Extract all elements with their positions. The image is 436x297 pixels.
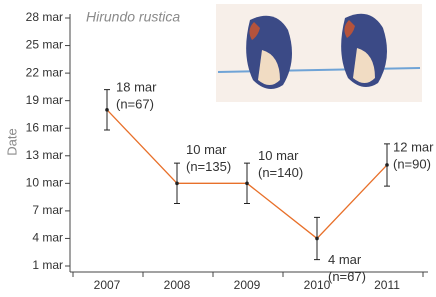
value-label: 10 mar <box>186 142 227 157</box>
value-label: 10 mar <box>258 148 299 163</box>
sample-label: (n=67) <box>328 269 366 284</box>
y-axis-label: Date <box>4 128 19 155</box>
swallow-illustration <box>216 4 422 102</box>
sample-label: (n=135) <box>186 159 231 174</box>
y-tick-label: 7 mar <box>32 203 63 217</box>
value-label: 12 mar <box>393 139 434 154</box>
data-point <box>175 182 179 186</box>
sample-label: (n=140) <box>258 165 303 180</box>
x-tick-label: 2010 <box>304 278 331 292</box>
y-tick-label: 25 mar <box>26 38 63 52</box>
data-point <box>315 237 319 241</box>
sample-label: (n=67) <box>116 96 154 111</box>
y-tick-label: 16 mar <box>26 120 63 134</box>
y-tick-label: 13 mar <box>26 148 63 162</box>
chart: Hirundo rustica Date 1 mar 4 mar 7 mar 10 m… <box>0 0 436 297</box>
x-tick-label: 2009 <box>234 278 261 292</box>
y-tick-label: 1 mar <box>32 258 63 272</box>
y-tick-label: 22 mar <box>26 65 63 79</box>
data-point <box>245 182 249 186</box>
data-point <box>385 163 389 167</box>
chart-title: Hirundo rustica <box>86 9 180 25</box>
y-tick-label: 28 mar <box>26 10 63 24</box>
x-tick-label: 2008 <box>164 278 191 292</box>
y-tick-label: 19 mar <box>26 93 63 107</box>
data-point <box>105 108 109 112</box>
x-tick-label: 2007 <box>94 278 121 292</box>
y-tick-label: 4 mar <box>32 231 63 245</box>
value-label: 4 mar <box>328 252 362 267</box>
x-tick-label: 2011 <box>374 278 400 292</box>
y-tick-label: 10 mar <box>26 176 63 190</box>
sample-label: (n=90) <box>393 156 431 171</box>
value-label: 18 mar <box>116 79 157 94</box>
